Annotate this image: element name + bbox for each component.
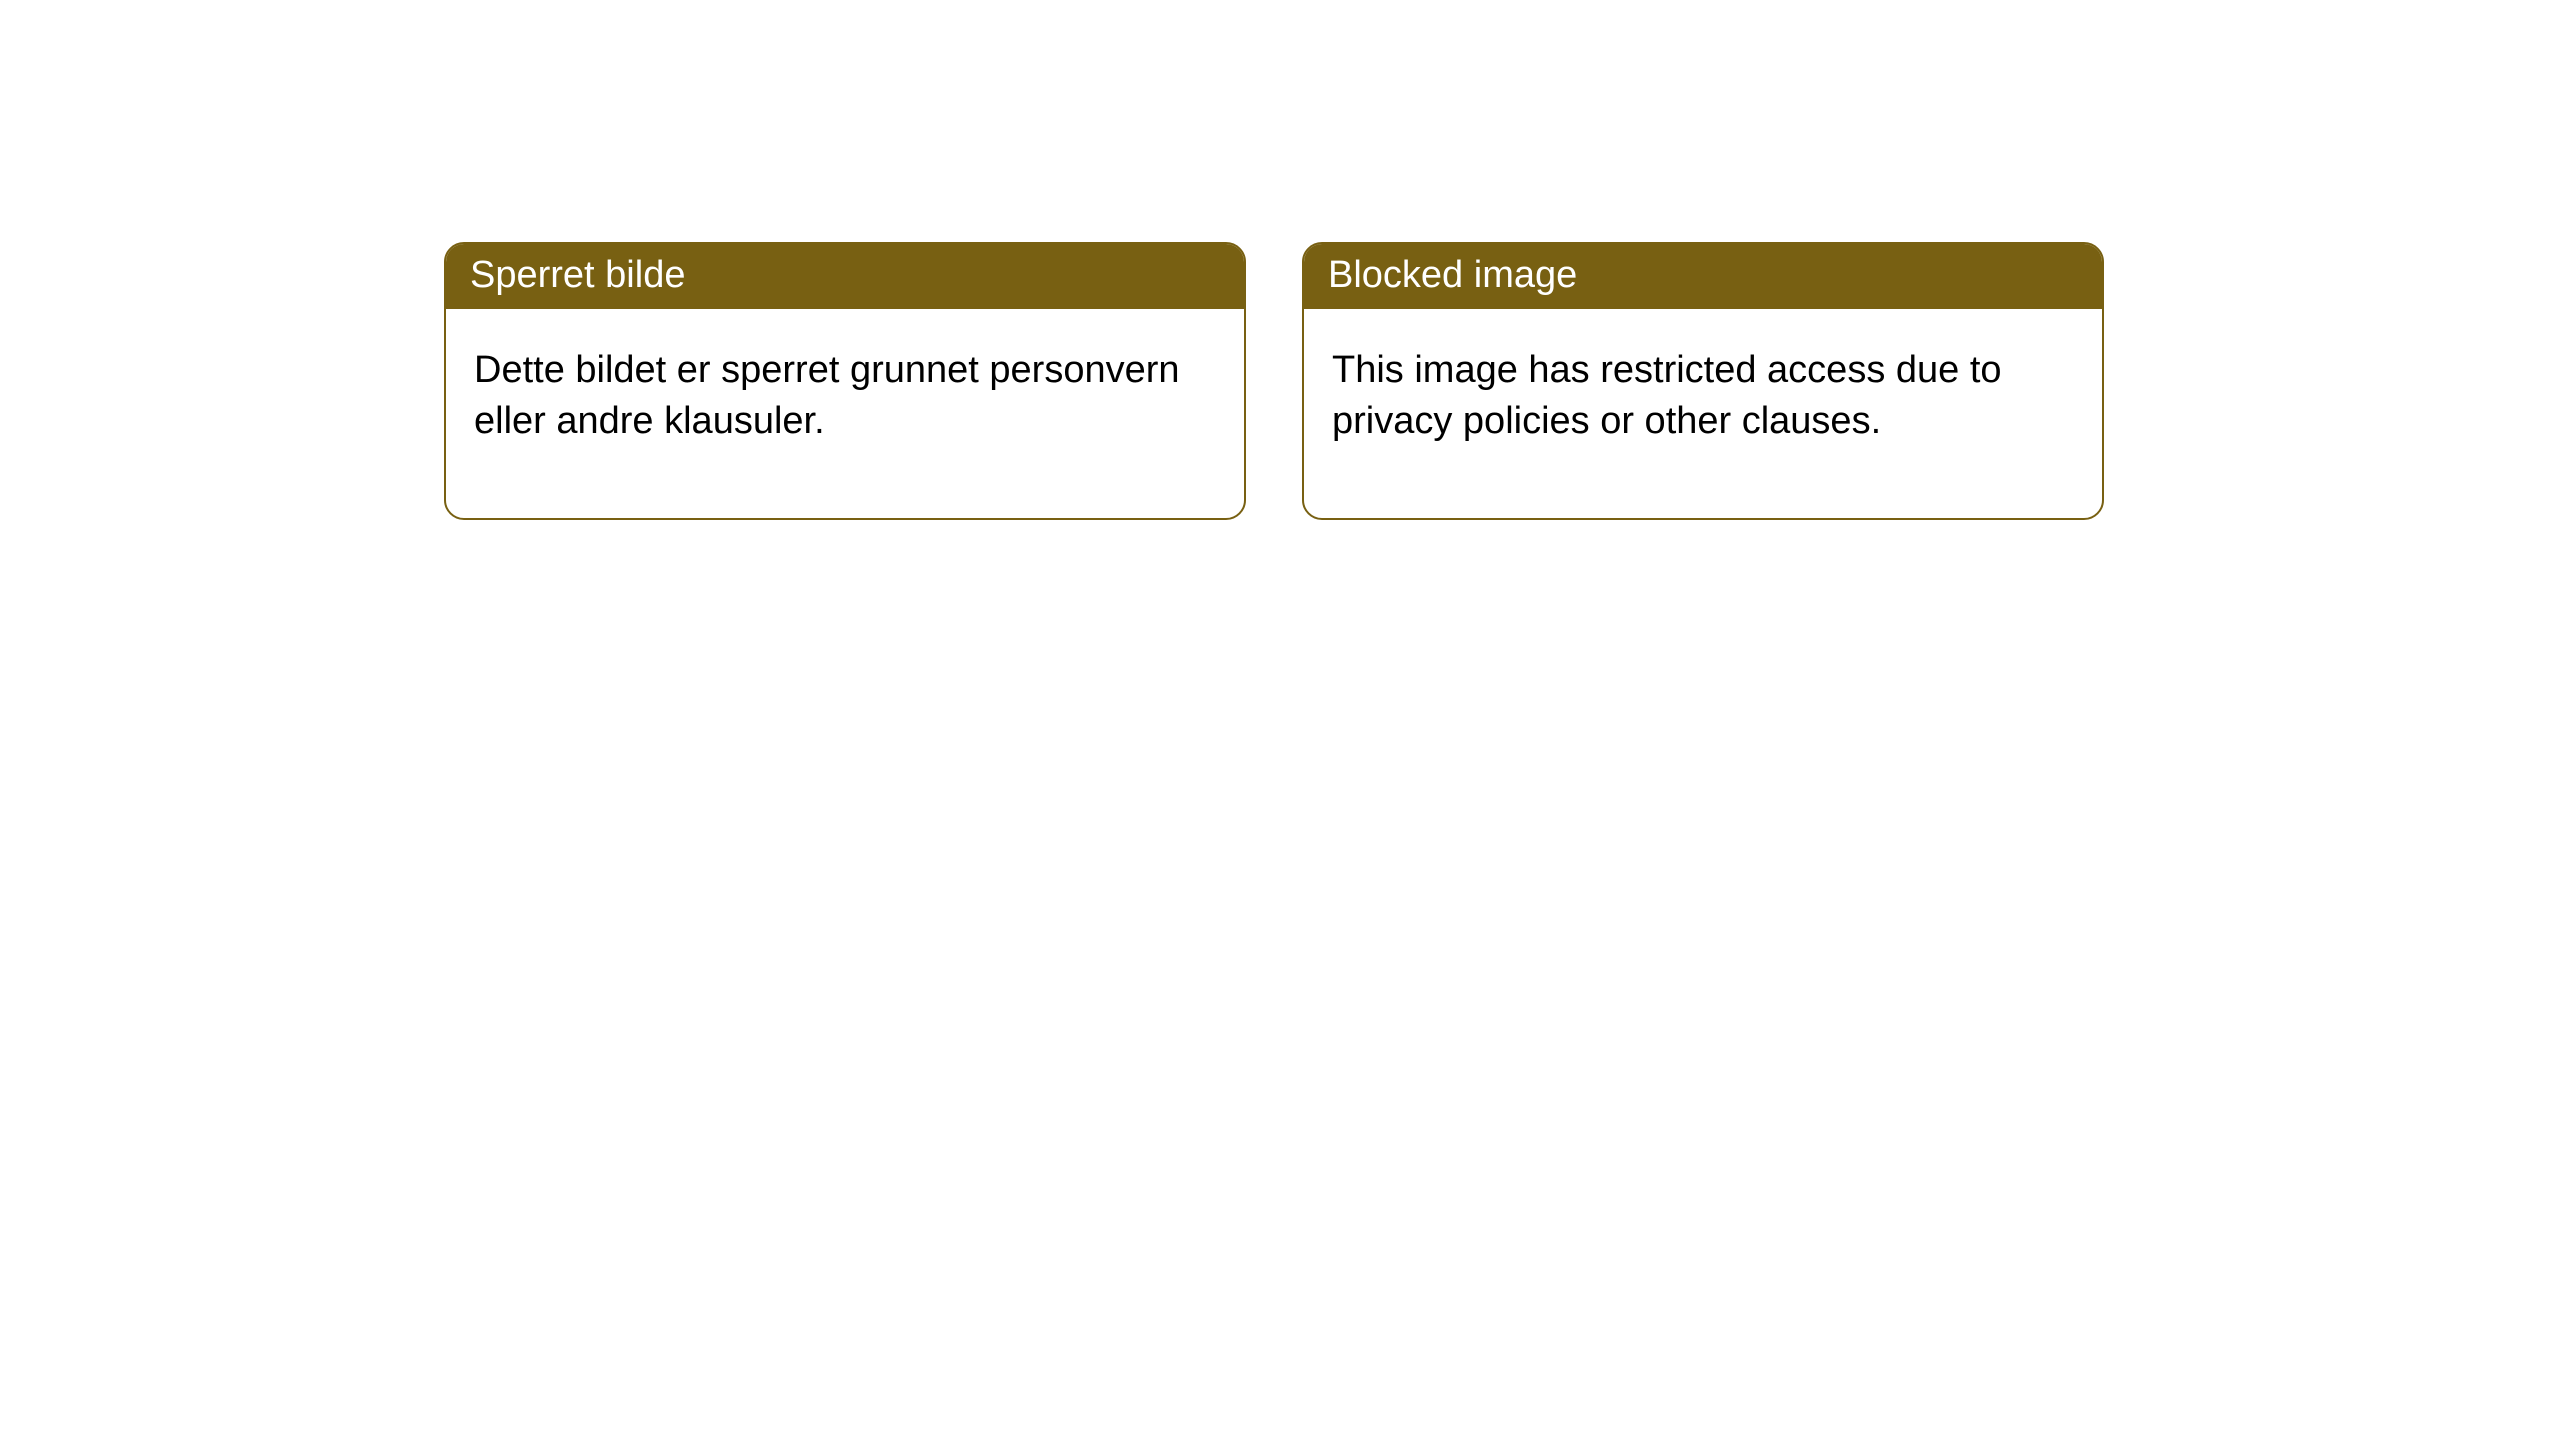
notice-header: Blocked image: [1304, 244, 2102, 309]
notice-body: This image has restricted access due to …: [1304, 309, 2102, 518]
notice-container: Sperret bilde Dette bildet er sperret gr…: [0, 0, 2560, 520]
notice-body: Dette bildet er sperret grunnet personve…: [446, 309, 1244, 518]
notice-header: Sperret bilde: [446, 244, 1244, 309]
notice-card-norwegian: Sperret bilde Dette bildet er sperret gr…: [444, 242, 1246, 520]
notice-card-english: Blocked image This image has restricted …: [1302, 242, 2104, 520]
